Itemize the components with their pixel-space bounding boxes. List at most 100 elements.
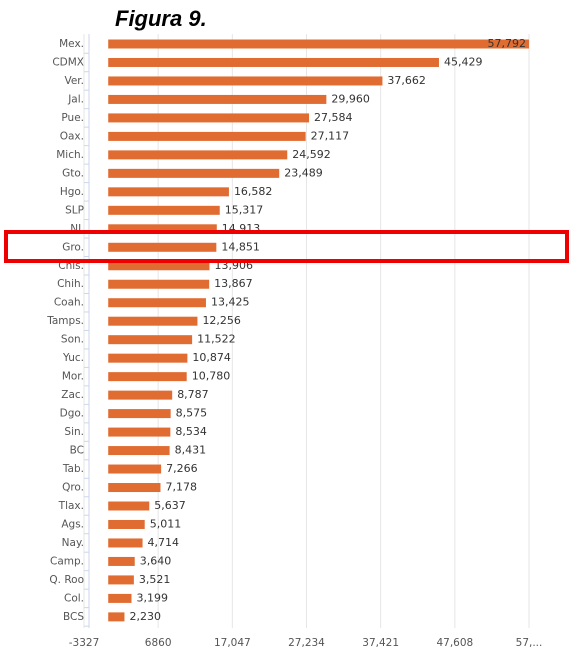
- x-tick-label: 6860: [145, 637, 172, 649]
- data-label: 14,851: [221, 240, 260, 253]
- data-label: 5,011: [150, 517, 182, 530]
- bar: [108, 242, 217, 252]
- bar: [108, 298, 206, 308]
- data-label: 7,266: [166, 462, 198, 475]
- bar: [108, 335, 193, 345]
- bar: [108, 353, 188, 363]
- y-tick-label: Chih.: [57, 278, 84, 290]
- y-tick-label: Yuc.: [62, 352, 84, 364]
- data-label: 57,792: [487, 37, 526, 50]
- bar: [108, 261, 210, 271]
- bar: [108, 279, 210, 289]
- data-label: 2,230: [129, 610, 161, 623]
- data-label: 7,178: [165, 481, 197, 494]
- bar: [108, 316, 198, 326]
- y-tick-label: Ver.: [64, 75, 84, 87]
- x-tick-label: 47,608: [436, 637, 473, 649]
- y-tick-label: Hgo.: [60, 186, 84, 198]
- y-tick-label: SLP: [65, 204, 84, 216]
- y-tick-label: Gro.: [62, 241, 84, 253]
- bar: [108, 39, 529, 49]
- bar: [108, 57, 439, 67]
- bar: [108, 612, 125, 622]
- data-label: 10,780: [192, 370, 231, 383]
- y-tick-label: Ags.: [61, 518, 84, 530]
- y-tick-label: Tlax.: [58, 500, 84, 512]
- y-tick-label: BCS: [63, 611, 84, 623]
- y-tick-label: Qro.: [62, 482, 84, 494]
- y-tick-label: Sin.: [64, 426, 84, 438]
- data-label: 8,431: [175, 444, 207, 457]
- data-label: 13,867: [214, 277, 253, 290]
- x-tick-label: 17,047: [214, 637, 251, 649]
- bar: [108, 501, 150, 511]
- bar: [108, 427, 171, 437]
- bar: [108, 556, 135, 566]
- data-label: 24,592: [292, 148, 331, 161]
- bar: [108, 205, 220, 215]
- y-tick-label: Oax.: [60, 130, 84, 142]
- bar: [108, 168, 280, 178]
- y-tick-label: Jal.: [67, 93, 84, 105]
- data-label: 27,584: [314, 111, 353, 124]
- y-tick-label: Gto.: [62, 167, 84, 179]
- y-tick-label: Pue.: [61, 112, 84, 124]
- data-label: 5,637: [154, 499, 186, 512]
- data-label: 3,521: [139, 573, 171, 586]
- chart-annotation: Figura 9.: [115, 6, 207, 31]
- y-tick-label: Tamps.: [46, 315, 84, 327]
- bar: [108, 76, 383, 86]
- y-tick-label: CDMX: [52, 56, 84, 68]
- x-tick-label: 37,421: [362, 637, 399, 649]
- data-label: 45,429: [444, 55, 483, 68]
- data-label: 11,522: [197, 333, 236, 346]
- bar: [108, 446, 170, 456]
- y-tick-label: Son.: [61, 334, 84, 346]
- y-tick-label: Q. Roo: [49, 574, 84, 586]
- y-tick-label: BC: [70, 445, 84, 457]
- bar: [108, 113, 310, 123]
- data-label: 13,425: [211, 296, 250, 309]
- data-label: 10,874: [192, 351, 231, 364]
- data-label: 8,575: [176, 407, 208, 420]
- data-label: 37,662: [387, 74, 426, 87]
- y-tick-label: Coah.: [54, 297, 84, 309]
- y-tick-label: Col.: [64, 592, 84, 604]
- x-tick-label: 27,234: [288, 637, 325, 649]
- y-tick-label: Mex.: [59, 38, 84, 50]
- y-tick-label: Mor.: [62, 371, 84, 383]
- data-label: 3,199: [137, 591, 169, 604]
- bar: [108, 464, 162, 474]
- bar: [108, 575, 134, 585]
- y-tick-label: Zac.: [61, 389, 84, 401]
- y-tick-label: Camp.: [50, 555, 84, 567]
- data-label: 27,117: [311, 129, 350, 142]
- bar: [108, 224, 217, 234]
- data-label: 15,317: [225, 203, 264, 216]
- x-tick-label: -3327: [69, 637, 100, 649]
- y-tick-label: Nay.: [62, 537, 84, 549]
- y-tick-label: Mich.: [56, 149, 84, 161]
- y-tick-label: Tab.: [62, 463, 84, 475]
- data-label: 23,489: [284, 166, 323, 179]
- bar: [108, 187, 229, 197]
- bar: [108, 390, 173, 400]
- data-label: 29,960: [331, 92, 370, 105]
- bar: [108, 150, 288, 160]
- bar: [108, 372, 187, 382]
- data-label: 12,256: [202, 314, 241, 327]
- data-label: 8,787: [177, 388, 209, 401]
- data-label: 8,534: [175, 425, 207, 438]
- bar: [108, 593, 132, 603]
- bar: [108, 483, 161, 493]
- bar: [108, 409, 171, 419]
- highlight-box: [4, 230, 569, 263]
- bar: [108, 538, 143, 548]
- bar: [108, 519, 145, 529]
- bar: [108, 131, 306, 141]
- x-tick-label: 57,...: [516, 637, 543, 649]
- bar: [108, 94, 327, 104]
- data-label: 4,714: [148, 536, 180, 549]
- data-label: 3,640: [140, 554, 172, 567]
